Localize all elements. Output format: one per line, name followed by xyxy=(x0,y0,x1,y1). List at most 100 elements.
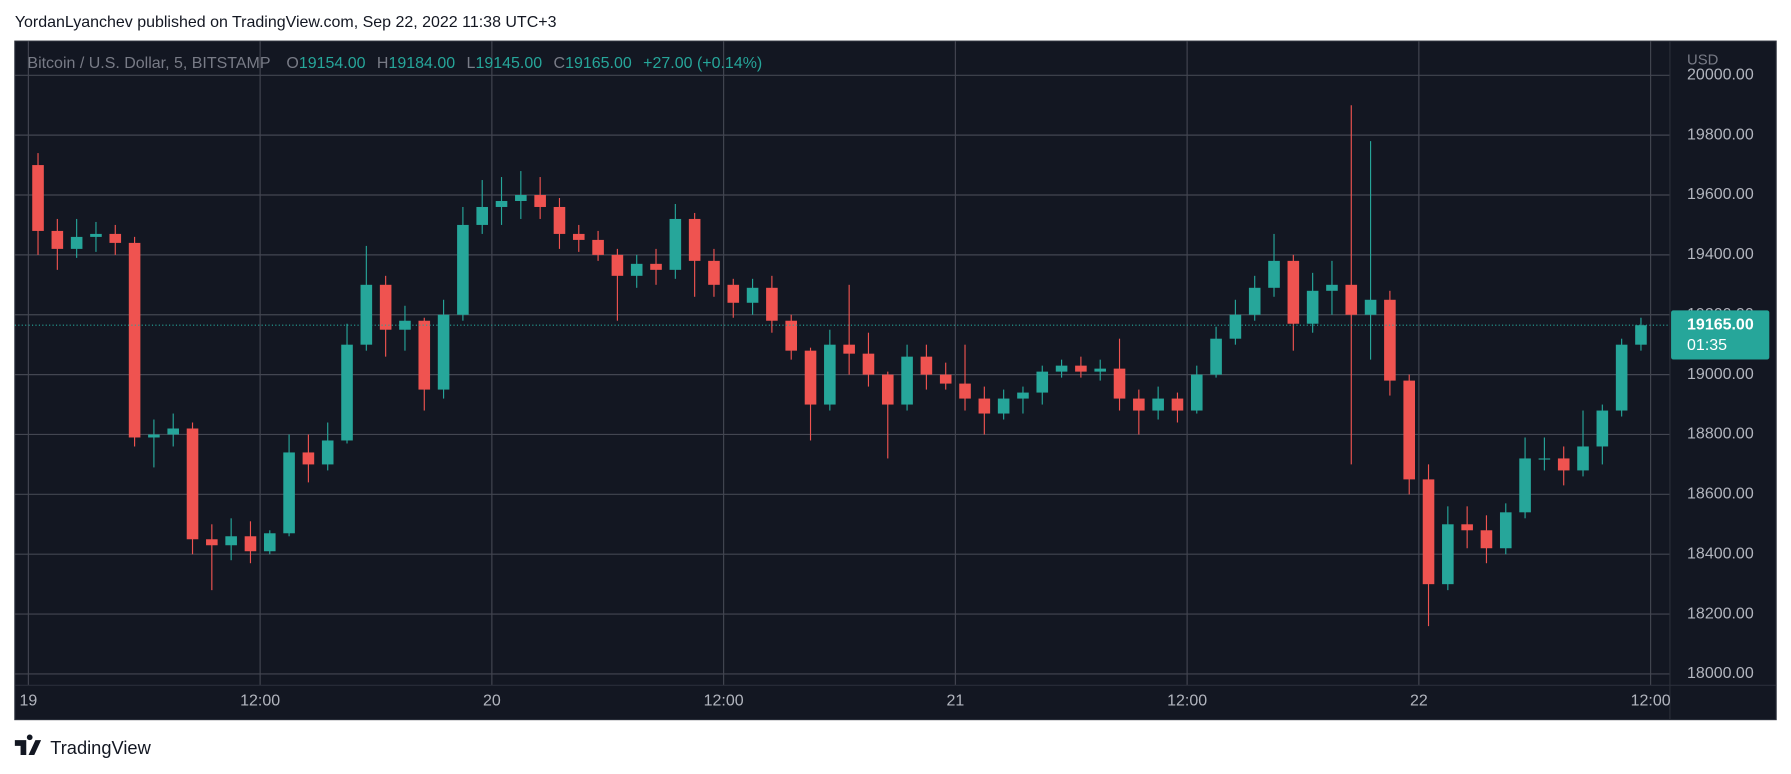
candle-body xyxy=(1152,398,1164,411)
publish-header: YordanLyanchev published on TradingView.… xyxy=(15,14,557,31)
candle-body xyxy=(225,536,237,546)
candle-body xyxy=(1036,371,1049,393)
y-tick-label: 18200.00 xyxy=(1687,605,1754,622)
candle-body xyxy=(341,344,353,441)
candle-body xyxy=(283,452,295,534)
candle-body xyxy=(1017,392,1029,399)
candle-body xyxy=(534,195,546,207)
candle-body xyxy=(1557,458,1570,471)
candle-body xyxy=(1480,530,1493,549)
candle-body xyxy=(186,428,199,540)
candle-body xyxy=(766,287,778,321)
countdown-label: 01:35 xyxy=(1687,337,1727,354)
candle-body xyxy=(1403,380,1416,480)
candle-body xyxy=(708,260,720,285)
candle-body xyxy=(785,320,798,351)
legend-value: 19145.00 xyxy=(475,55,542,72)
candle-body xyxy=(669,218,682,270)
candle-body xyxy=(1229,314,1242,339)
y-tick-label: 20000.00 xyxy=(1687,66,1754,83)
candle-body xyxy=(321,440,334,465)
candle-body xyxy=(553,206,566,234)
candle-body xyxy=(939,374,952,384)
candle-body xyxy=(263,533,276,552)
candle-body xyxy=(881,374,894,405)
candle-body xyxy=(920,356,933,375)
candle-body xyxy=(206,539,218,546)
candle-body xyxy=(495,200,508,207)
legend-value: 19165.00 xyxy=(565,55,632,72)
candle-body xyxy=(592,239,604,255)
axes: 18000.00 18200.00 18400.00 18600.00 18800.00… xyxy=(14,66,1770,710)
x-tick-label: 19 xyxy=(19,693,37,710)
symbol: Bitcoin / U.S. Dollar, 5, BITSTAMP xyxy=(27,55,270,72)
candle-body xyxy=(1384,299,1396,381)
candle-body xyxy=(51,230,64,249)
candle-body xyxy=(1596,410,1609,447)
candle-body xyxy=(167,428,180,435)
x-tick-label: 22 xyxy=(1410,693,1428,710)
candle-body xyxy=(746,287,759,303)
candle-body xyxy=(1171,398,1184,411)
y-tick-label: 18000.00 xyxy=(1687,665,1754,682)
candle-body xyxy=(109,233,122,243)
candle-body xyxy=(843,344,855,354)
candle-body xyxy=(418,320,431,390)
candle-body xyxy=(1190,374,1203,411)
candle-body xyxy=(360,284,373,345)
candle-body xyxy=(32,165,44,231)
candle-body xyxy=(1499,512,1512,549)
candle-body xyxy=(1268,260,1280,288)
legend-key: O xyxy=(286,55,298,72)
candle-body xyxy=(824,344,836,405)
y-tick-label: 19800.00 xyxy=(1687,126,1754,143)
candle-body xyxy=(399,320,411,330)
candle-body xyxy=(862,353,875,375)
candle-body xyxy=(1345,284,1358,315)
candle-body xyxy=(1364,299,1377,315)
brand-logo xyxy=(14,734,42,756)
candle-body xyxy=(727,284,740,303)
candle-body xyxy=(978,398,991,414)
last-price-tag xyxy=(1671,310,1770,360)
currency-label: USD xyxy=(1687,52,1718,68)
candle-body xyxy=(457,224,469,315)
candle-body xyxy=(302,452,315,465)
x-tick-label: 12:00 xyxy=(1631,693,1671,710)
candle-body xyxy=(611,254,624,276)
symbol-legend: Bitcoin / U.S. Dollar, 5, BITSTAMP O1915… xyxy=(27,55,762,72)
candle-body xyxy=(1615,344,1628,411)
y-tick-label: 18800.00 xyxy=(1687,426,1754,443)
candle-body xyxy=(901,356,913,405)
candle-body xyxy=(1133,398,1145,411)
brand-name: TradingView xyxy=(50,737,151,758)
candle-body xyxy=(1210,338,1222,375)
chart-panel xyxy=(14,40,1777,721)
candle-body xyxy=(515,195,527,201)
legend-key: H xyxy=(377,55,389,72)
candle-body xyxy=(379,284,392,330)
candles xyxy=(32,105,1647,627)
candle-body xyxy=(804,350,817,405)
y-tick-label: 19400.00 xyxy=(1687,246,1754,263)
candle-body xyxy=(959,383,971,399)
candle-body xyxy=(572,233,585,240)
x-tick-label: 12:00 xyxy=(704,693,744,710)
candle-body xyxy=(128,242,141,438)
candle-body xyxy=(1519,458,1531,513)
candle-body xyxy=(1113,368,1126,399)
y-tick-label: 19600.00 xyxy=(1687,186,1754,203)
candle-body xyxy=(244,536,257,552)
legend-value: 19154.00 xyxy=(299,55,366,72)
candle-body xyxy=(1635,325,1647,345)
candle-body xyxy=(1442,524,1454,585)
legend-key: C xyxy=(554,55,566,72)
candle-body xyxy=(1248,287,1261,315)
candle-body xyxy=(1461,524,1473,531)
candle-body xyxy=(1326,284,1338,291)
x-tick-label: 20 xyxy=(483,693,501,710)
candle-body xyxy=(437,314,450,390)
candle-body xyxy=(630,263,643,276)
